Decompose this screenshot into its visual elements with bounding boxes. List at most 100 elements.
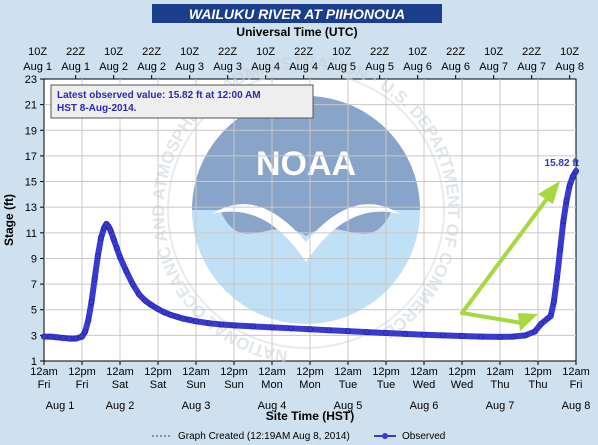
- info-line-1: Latest observed value: 15.82 ft at 12:00…: [57, 90, 261, 101]
- x-tick-time: 12am: [258, 366, 286, 378]
- arrow-shaft-lower: [460, 311, 524, 325]
- watermark-logo-text: NOAA: [256, 145, 356, 183]
- data-point: [566, 182, 573, 189]
- top-tick-time: 22Z: [294, 46, 313, 58]
- top-tick-date: Aug 4: [251, 61, 280, 73]
- y-tick-label: 3: [31, 330, 37, 342]
- x-tick-time: 12pm: [372, 366, 400, 378]
- watermark-gull: [212, 204, 400, 262]
- data-point: [167, 311, 174, 318]
- x-tick-day: Wed: [451, 379, 473, 391]
- top-tick-time: 22Z: [446, 46, 465, 58]
- x-tick-time: 12am: [30, 366, 58, 378]
- info-box: Latest observed value: 15.82 ft at 12:00…: [50, 84, 314, 119]
- x-tick-day: Sun: [186, 379, 206, 391]
- x-tick-day: Mon: [261, 379, 282, 391]
- arrow-shaft-upper: [460, 190, 554, 315]
- x-tick-time: 12pm: [144, 366, 172, 378]
- x-tick-time: 12am: [334, 366, 362, 378]
- data-point: [129, 281, 136, 287]
- data-point: [345, 328, 351, 335]
- data-point: [459, 333, 465, 339]
- top-tick-time: 22Z: [66, 46, 85, 58]
- top-tick-time: 10Z: [560, 46, 579, 58]
- y-tick-label: 9: [31, 253, 37, 265]
- data-point: [91, 276, 98, 282]
- data-point: [113, 245, 120, 252]
- data-point: [193, 318, 199, 325]
- data-point: [142, 297, 149, 304]
- x-axis-bottom: 12amFri12pmFri12amSat12pmSat12amSun12pmS…: [30, 361, 590, 412]
- last-value-label: 15.82 ft: [545, 158, 580, 169]
- data-point: [205, 320, 212, 327]
- data-point: [269, 324, 275, 331]
- data-point: [66, 335, 73, 342]
- watermark-ring: [167, 71, 445, 349]
- x-tick-day: Tue: [377, 379, 396, 391]
- top-tick-time: 22Z: [142, 46, 161, 58]
- top-tick-date: Aug 3: [175, 61, 204, 73]
- top-tick-date: Aug 5: [365, 61, 394, 73]
- top-tick-time: 22Z: [522, 46, 541, 58]
- top-tick-date: Aug 7: [479, 61, 508, 73]
- data-point: [547, 313, 554, 320]
- data-point: [478, 333, 484, 340]
- x-axis-title: Site Time (HST): [266, 409, 354, 423]
- data-point: [557, 246, 564, 253]
- x-tick-date: Aug 3: [182, 400, 211, 412]
- top-tick-time: 22Z: [370, 46, 389, 58]
- y-tick-label: 7: [31, 279, 37, 291]
- data-point: [250, 323, 256, 330]
- legend-graph-created: Graph Created (12:19AM Aug 8, 2014): [178, 431, 350, 442]
- legend-observed-marker: [382, 433, 388, 439]
- y-axis-title: Stage (ft): [2, 194, 16, 246]
- data-point: [569, 173, 576, 180]
- x-tick-day: Fri: [76, 379, 89, 391]
- data-point: [180, 315, 187, 322]
- x-tick-day: Thu: [529, 379, 548, 391]
- data-point: [98, 235, 104, 241]
- data-point: [326, 327, 332, 334]
- data-point: [554, 274, 560, 281]
- data-point: [186, 317, 193, 323]
- data-point: [161, 309, 168, 316]
- data-point: [107, 227, 114, 234]
- legend-observed: Observed: [402, 431, 445, 442]
- data-point: [136, 291, 142, 298]
- x-tick-day: Sat: [150, 379, 167, 391]
- top-tick-date: Aug 1: [23, 61, 52, 73]
- x-tick-time: 12am: [182, 366, 210, 378]
- x-tick-time: 12pm: [448, 366, 476, 378]
- data-point: [110, 236, 117, 243]
- x-tick-date: Aug 8: [562, 400, 591, 412]
- top-tick-date: Aug 8: [555, 61, 584, 73]
- y-tick-label: 19: [25, 125, 37, 137]
- x-tick-time: 12am: [106, 366, 134, 378]
- y-tick-label: 11: [26, 228, 37, 240]
- info-box-frame: [50, 84, 314, 119]
- top-tick-time: 10Z: [408, 46, 427, 58]
- top-axis-title: Universal Time (UTC): [236, 25, 357, 39]
- top-tick-time: 10Z: [180, 46, 199, 58]
- top-tick-time: 22Z: [218, 46, 237, 58]
- x-tick-date: Aug 1: [46, 400, 75, 412]
- x-tick-day: Sat: [112, 379, 129, 391]
- legend: Graph Created (12:19AM Aug 8, 2014) Obse…: [152, 431, 445, 442]
- top-tick-date: Aug 1: [61, 61, 90, 73]
- x-tick-day: Sun: [224, 379, 244, 391]
- top-tick-time: 10Z: [484, 46, 503, 58]
- top-tick-date: Aug 3: [213, 61, 242, 73]
- top-tick-time: 10Z: [28, 46, 47, 58]
- data-point: [123, 268, 130, 275]
- title-bar: [152, 4, 442, 23]
- arrow-head-upper: [538, 181, 560, 204]
- series-observed: [41, 168, 579, 342]
- x-tick-time: 12am: [410, 366, 438, 378]
- x-tick-date: Aug 6: [410, 400, 439, 412]
- data-point: [364, 329, 370, 336]
- data-point: [383, 330, 389, 336]
- info-line-2: HST 8-Aug-2014.: [57, 103, 137, 114]
- data-point: [231, 322, 237, 329]
- data-point: [497, 334, 503, 340]
